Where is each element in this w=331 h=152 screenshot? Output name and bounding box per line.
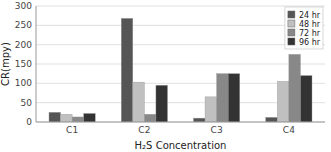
bar	[228, 74, 240, 122]
y-tick-label: 250	[15, 20, 32, 30]
bar	[266, 117, 278, 122]
y-tick-label: 100	[15, 78, 32, 88]
bar	[61, 114, 73, 122]
x-axis-line	[36, 122, 325, 123]
grid-line	[36, 44, 325, 45]
x-tick-label: C1	[66, 125, 78, 135]
y-tick-label: 300	[15, 1, 32, 11]
legend-swatch	[288, 20, 295, 27]
y-tick-label: 50	[21, 98, 33, 108]
bar	[133, 82, 145, 122]
x-tick-label: C2	[138, 125, 150, 135]
y-tick-label: 200	[15, 40, 32, 50]
chart-svg: 0 50 100 150 200 250 300 C1 C2 C3 C4 H₂S Concentrat…	[0, 0, 331, 152]
legend-label: 48 hr	[299, 20, 321, 29]
legend-label: 96 hr	[299, 38, 321, 47]
x-tick-label: C4	[283, 125, 295, 135]
bar	[194, 118, 206, 122]
bar	[289, 54, 301, 122]
bar	[217, 74, 229, 122]
legend: 24 hr48 hr72 hr96 hr	[285, 7, 323, 49]
bar	[156, 85, 168, 122]
grid-line	[36, 122, 325, 123]
y-tick-label: 0	[26, 117, 32, 127]
y-tick-label: 150	[15, 59, 32, 69]
legend-swatch	[288, 38, 295, 45]
x-tick-label: C3	[211, 125, 223, 135]
grid-line	[36, 6, 325, 7]
grid-line	[36, 64, 325, 65]
grid	[36, 6, 325, 122]
y-axis-line	[36, 6, 37, 122]
bar	[205, 97, 217, 122]
bar	[72, 117, 84, 122]
chart-container: 0 50 100 150 200 250 300 C1 C2 C3 C4 H₂S Concentrat…	[0, 0, 331, 152]
legend-swatch	[288, 11, 295, 18]
legend-label: 72 hr	[299, 29, 321, 38]
legend-swatch	[288, 29, 295, 36]
x-axis-label: H₂S Concentration	[135, 140, 227, 151]
bars	[49, 18, 312, 122]
bar	[121, 18, 133, 122]
grid-line	[36, 25, 325, 26]
bar	[277, 81, 289, 122]
bar	[144, 114, 156, 122]
bar	[300, 76, 312, 122]
bar	[49, 112, 61, 122]
legend-label: 24 hr	[299, 11, 321, 20]
y-axis-label: CR(mpy)	[0, 42, 11, 86]
legend-frame	[285, 7, 323, 49]
bar	[84, 113, 96, 122]
